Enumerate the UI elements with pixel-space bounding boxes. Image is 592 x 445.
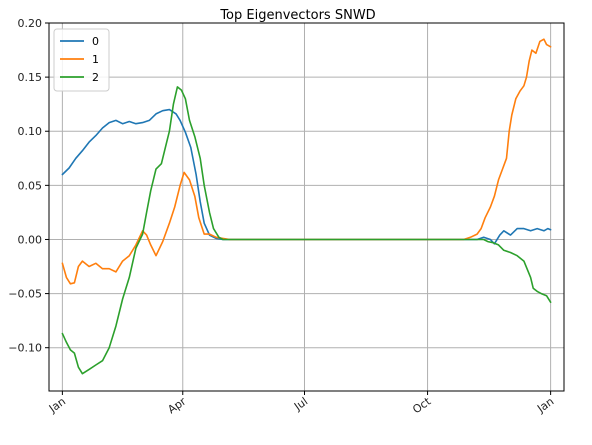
plot-frame xyxy=(48,22,565,392)
y-axis: −0.10 −0.05 0.00 0.05 0.10 0.15 0.20 xyxy=(8,17,49,355)
series-lines xyxy=(61,38,552,375)
x-tick-label: Jan xyxy=(534,395,556,416)
legend-label-0: 0 xyxy=(92,35,99,48)
legend-label-2: 2 xyxy=(92,71,99,84)
x-axis: Jan Apr Jul Oct Jan xyxy=(46,391,556,416)
x-tick-label: Oct xyxy=(410,394,434,416)
y-tick-label: 0.20 xyxy=(18,17,43,30)
y-tick-label: −0.05 xyxy=(8,288,42,301)
y-tick-label: 0.05 xyxy=(18,179,43,192)
grid xyxy=(49,22,564,391)
legend: 0 1 2 xyxy=(53,28,110,92)
legend-box xyxy=(53,28,110,92)
y-tick-label: −0.10 xyxy=(8,342,42,355)
y-tick-label: 0.15 xyxy=(18,71,43,84)
y-tick-label: 0.10 xyxy=(18,125,43,138)
series-line-2 xyxy=(61,86,552,375)
x-tick-label: Jan xyxy=(46,395,68,416)
legend-label-1: 1 xyxy=(92,53,99,66)
x-tick-label: Jul xyxy=(291,395,310,414)
chart-title: Top Eigenvectors SNWD xyxy=(219,8,375,23)
x-tick-label: Apr xyxy=(165,395,188,417)
y-tick-label: 0.00 xyxy=(18,233,43,246)
series-line-0 xyxy=(61,108,552,245)
